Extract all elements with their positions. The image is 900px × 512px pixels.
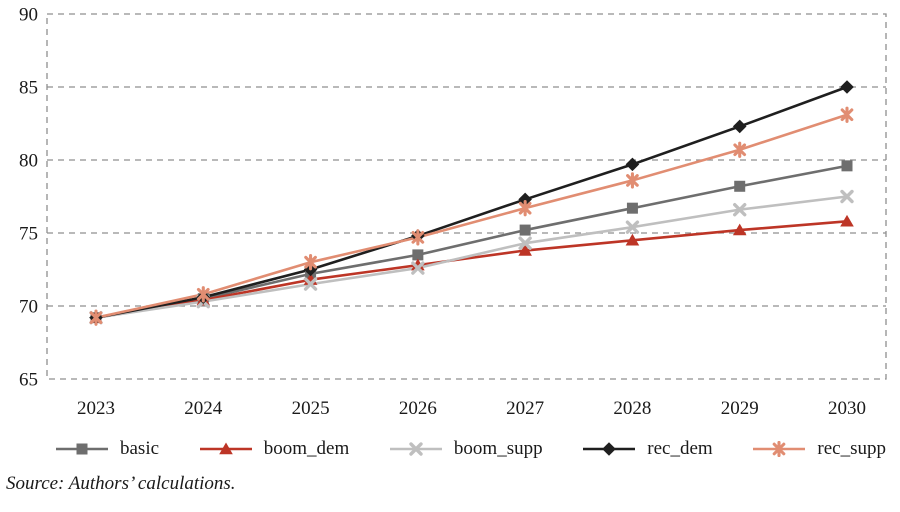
- plot-border: [46, 13, 887, 380]
- legend-item-rec_supp: rec_supp: [753, 438, 886, 460]
- legend-item-basic: basic: [56, 438, 159, 460]
- legend-marker-rec_supp: [753, 441, 806, 457]
- marker-boom_dem: [518, 244, 532, 256]
- marker-basic: [519, 224, 531, 236]
- marker-rec_supp: [840, 106, 854, 123]
- legend-item-boom_supp: boom_supp: [389, 438, 543, 460]
- marker-boom_supp: [411, 261, 425, 275]
- marker-rec_supp: [626, 172, 639, 189]
- x-tick-label-2027: 2027: [506, 398, 544, 419]
- series-line-rec_dem: [95, 85, 848, 319]
- series-line-boom_dem: [95, 220, 848, 319]
- x-tick-label-2025: 2025: [292, 398, 330, 419]
- x-tick-label-2023: 2023: [77, 398, 115, 419]
- marker-rec_dem: [732, 119, 747, 134]
- marker-rec_supp: [733, 141, 747, 158]
- legend-marker-rec_dem: [583, 442, 636, 456]
- marker-boom_dem: [840, 214, 854, 227]
- chart-legend: basic boom_dem boom_supp rec_dem rec_supp: [0, 438, 900, 460]
- line-chart: 65 70 75 80 85 90 2023 2024 2025 2026 2027 2028 2029…: [19, 5, 887, 419]
- x-tick-label-2030: 2030: [828, 398, 866, 419]
- legend-label-boom_supp: boom_supp: [453, 438, 543, 459]
- marker-boom_supp: [733, 202, 747, 217]
- marker-boom_dem: [732, 223, 747, 236]
- legend-label-basic: basic: [120, 438, 160, 459]
- series-line-rec_supp: [95, 113, 848, 319]
- marker-boom_dem: [411, 258, 425, 271]
- marker-boom_supp: [840, 189, 854, 204]
- x-tick-label-2028: 2028: [613, 398, 651, 419]
- marker-rec_dem: [840, 80, 854, 94]
- legend-item-rec_dem: rec_dem: [583, 438, 713, 460]
- marker-boom_supp: [303, 277, 318, 291]
- marker-boom_dem: [625, 233, 640, 246]
- marker-basic: [626, 202, 638, 214]
- series-line-basic: [95, 164, 848, 319]
- marker-rec_supp: [411, 229, 425, 246]
- marker-rec_supp: [518, 200, 532, 217]
- marker-basic: [412, 249, 424, 261]
- source-note: Source: Authors’ calculations.: [6, 473, 236, 494]
- y-tick-label-75: 75: [19, 224, 38, 245]
- x-tick-label-2026: 2026: [399, 398, 437, 419]
- legend-item-boom_dem: boom_dem: [199, 438, 350, 460]
- x-tick-label-2029: 2029: [721, 398, 759, 419]
- y-tick-label-90: 90: [19, 5, 38, 26]
- marker-rec_supp: [89, 309, 103, 326]
- marker-boom_supp: [625, 220, 640, 234]
- y-tick-label-70: 70: [19, 297, 38, 318]
- legend-label-rec_dem: rec_dem: [647, 438, 713, 459]
- marker-rec_supp: [304, 254, 317, 271]
- legend-marker-boom_supp: [389, 442, 442, 456]
- x-tick-label-2024: 2024: [184, 398, 223, 419]
- marker-rec_supp: [196, 286, 210, 303]
- marker-rec_dem: [625, 157, 640, 172]
- marker-basic: [734, 180, 746, 192]
- y-tick-label-65: 65: [19, 370, 38, 391]
- legend-marker-boom_dem: [199, 442, 252, 455]
- legend-label-boom_dem: boom_dem: [263, 438, 350, 459]
- marker-boom_supp: [518, 236, 532, 250]
- legend-label-rec_supp: rec_supp: [817, 438, 886, 459]
- y-tick-label-80: 80: [19, 151, 38, 172]
- legend-marker-basic: [56, 443, 108, 455]
- marker-basic: [841, 160, 853, 172]
- y-tick-label-85: 85: [19, 78, 38, 99]
- series-line-boom_supp: [95, 195, 848, 319]
